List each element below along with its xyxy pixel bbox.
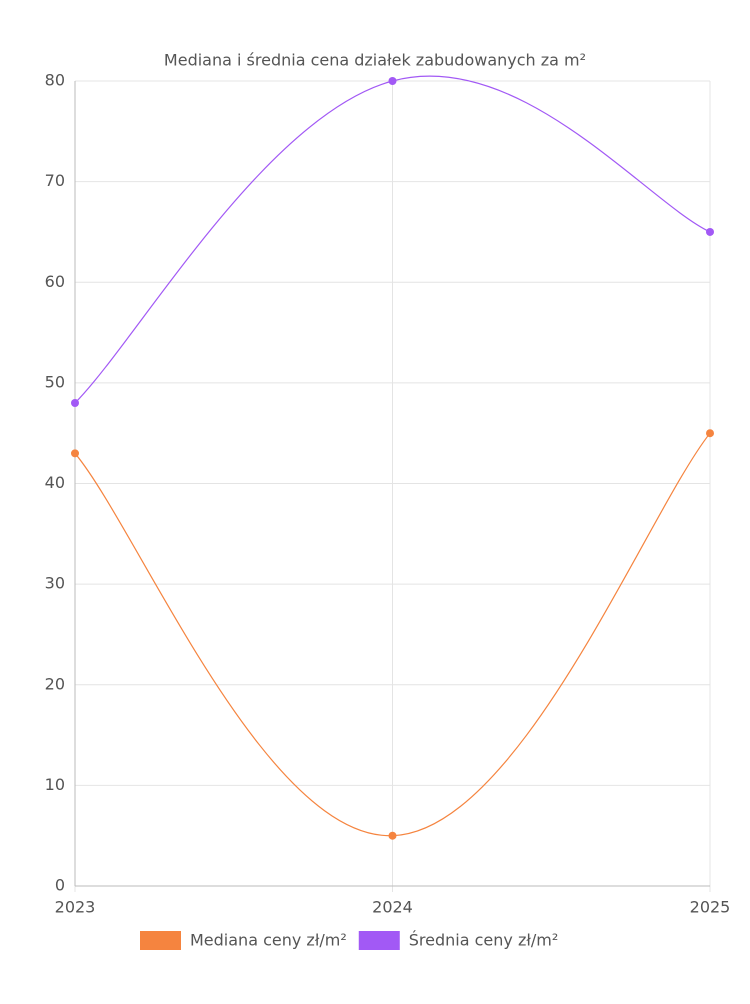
- y-tick-label: 70: [45, 171, 65, 190]
- data-point: [388, 831, 397, 840]
- x-tick-label: 2025: [690, 898, 731, 917]
- y-tick-label: 30: [45, 574, 65, 593]
- y-tick-label: 80: [45, 71, 65, 90]
- data-point: [706, 227, 714, 236]
- y-tick-label: 50: [45, 372, 65, 391]
- data-point: [706, 429, 714, 438]
- x-tick-label: 2023: [55, 898, 96, 917]
- y-tick-label: 40: [45, 473, 65, 492]
- y-tick-label: 10: [45, 775, 65, 794]
- data-point: [388, 77, 397, 85]
- x-tick-label: 2024: [372, 898, 413, 917]
- legend-label: Średnia ceny zł/m²: [409, 931, 559, 950]
- data-point: [71, 449, 79, 458]
- legend-label: Mediana ceny zł/m²: [190, 931, 347, 950]
- legend-swatch: [140, 931, 181, 950]
- y-tick-label: 20: [45, 674, 65, 693]
- data-point: [71, 399, 79, 407]
- legend-swatch: [358, 931, 400, 950]
- y-tick-label: 60: [45, 272, 65, 291]
- y-tick-label: 0: [55, 876, 65, 895]
- chart-title: Mediana i średnia cena działek zabudowan…: [164, 51, 586, 70]
